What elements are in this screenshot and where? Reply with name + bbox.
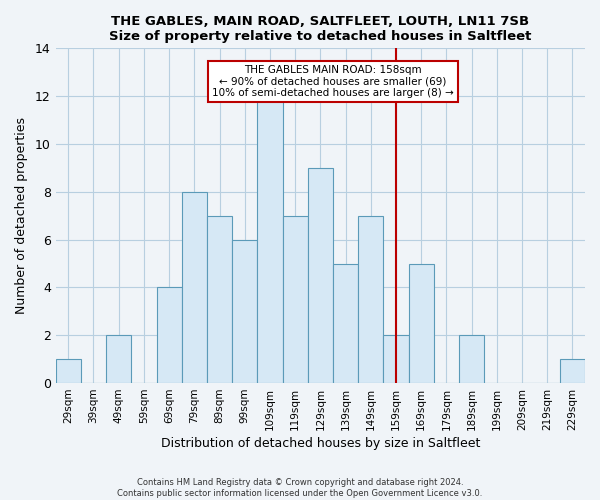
Bar [182, 192, 207, 383]
Bar [383, 335, 409, 383]
Text: THE GABLES MAIN ROAD: 158sqm
← 90% of detached houses are smaller (69)
10% of se: THE GABLES MAIN ROAD: 158sqm ← 90% of de… [212, 65, 454, 98]
Text: Contains HM Land Registry data © Crown copyright and database right 2024.
Contai: Contains HM Land Registry data © Crown c… [118, 478, 482, 498]
Bar [257, 96, 283, 383]
Title: THE GABLES, MAIN ROAD, SALTFLEET, LOUTH, LN11 7SB
Size of property relative to d: THE GABLES, MAIN ROAD, SALTFLEET, LOUTH,… [109, 15, 532, 43]
Bar [358, 216, 383, 383]
Bar [232, 240, 257, 383]
Bar [56, 359, 81, 383]
Bar [207, 216, 232, 383]
Bar [459, 335, 484, 383]
Bar [157, 288, 182, 383]
Bar [308, 168, 333, 383]
Bar [333, 264, 358, 383]
Y-axis label: Number of detached properties: Number of detached properties [15, 117, 28, 314]
Bar [283, 216, 308, 383]
Bar [560, 359, 585, 383]
X-axis label: Distribution of detached houses by size in Saltfleet: Distribution of detached houses by size … [161, 437, 480, 450]
Bar [106, 335, 131, 383]
Bar [409, 264, 434, 383]
